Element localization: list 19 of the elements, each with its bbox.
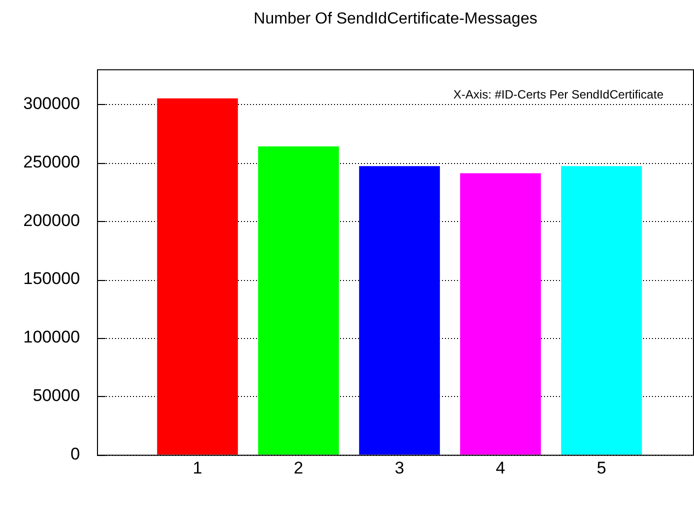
annotation: X-Axis: #ID-Certs Per SendIdCertificate	[453, 88, 664, 102]
x-tick-label: 2	[294, 458, 304, 478]
bar	[359, 166, 440, 455]
bar	[157, 98, 238, 455]
y-tick-label: 300000	[23, 94, 80, 113]
bar	[561, 166, 642, 455]
y-tick-label: 150000	[23, 269, 80, 288]
y-tick-label: 50000	[32, 386, 80, 406]
chart-title: Number Of SendIdCertificate-Messages	[254, 10, 538, 28]
x-tick-label: 4	[496, 458, 506, 478]
y-tick-label: 100000	[23, 328, 80, 347]
x-tick-label: 5	[596, 458, 606, 478]
x-tick-label: 1	[192, 458, 202, 478]
bar	[258, 146, 339, 455]
y-tick-label: 200000	[23, 210, 80, 230]
y-tick-label: 0	[70, 444, 80, 464]
bar	[460, 173, 541, 455]
y-tick-label: 250000	[23, 152, 80, 172]
x-tick-label: 3	[394, 458, 404, 478]
